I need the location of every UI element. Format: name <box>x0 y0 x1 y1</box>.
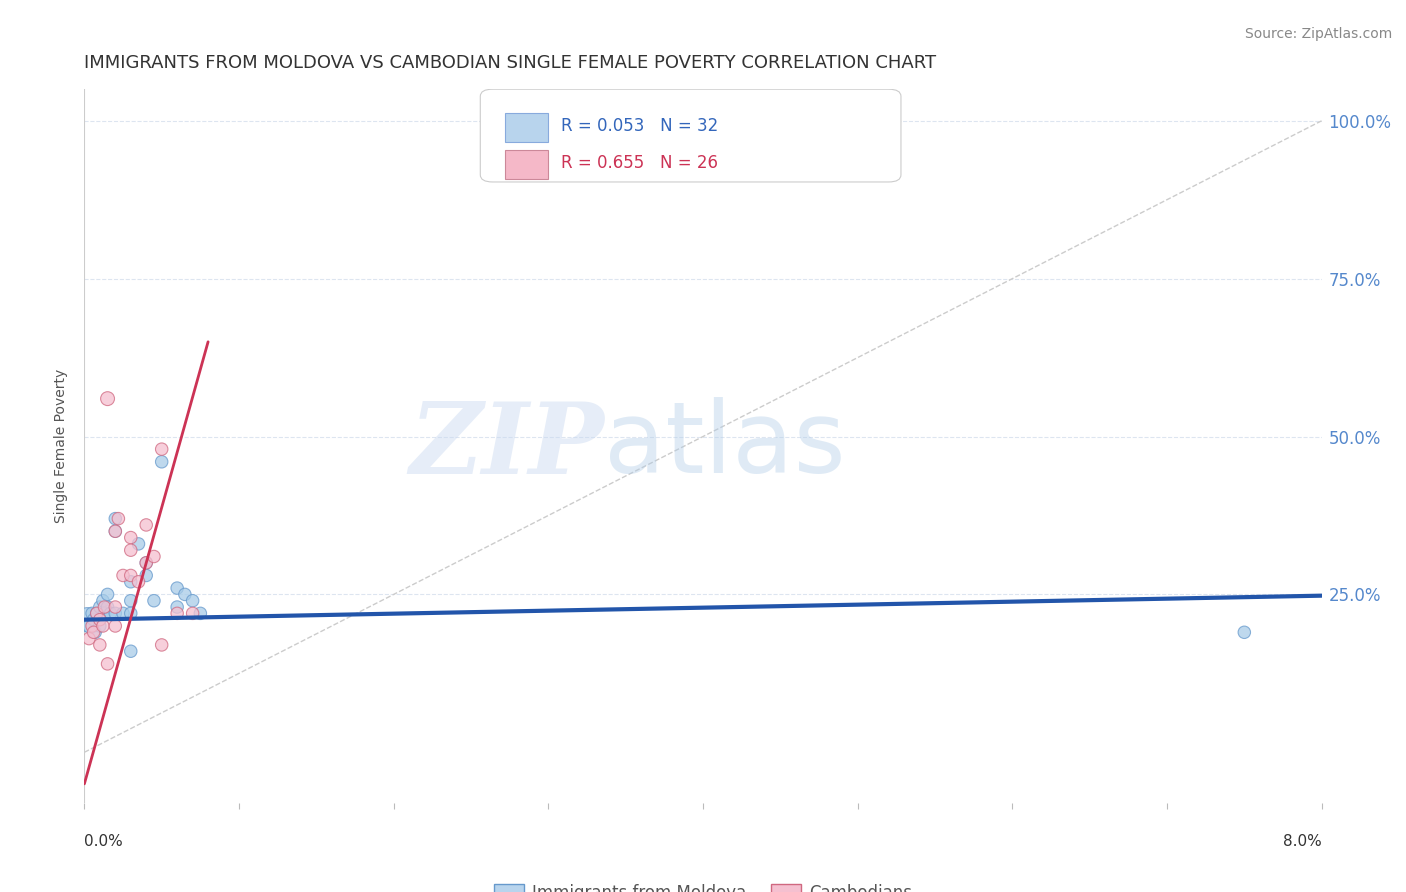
Point <box>96 392 120 406</box>
Point <box>104 511 127 525</box>
Point <box>107 511 129 525</box>
FancyBboxPatch shape <box>481 89 901 182</box>
Point <box>89 613 111 627</box>
Point <box>188 607 212 621</box>
Text: 0.0%: 0.0% <box>84 834 124 849</box>
Point <box>181 607 204 621</box>
Point <box>82 619 104 633</box>
Point <box>120 574 142 589</box>
Point <box>79 619 101 633</box>
FancyBboxPatch shape <box>505 150 548 178</box>
Point <box>120 644 142 658</box>
Point <box>91 619 114 633</box>
Point <box>77 632 100 646</box>
Point <box>96 657 120 671</box>
Point <box>150 442 173 457</box>
Text: R = 0.053   N = 32: R = 0.053 N = 32 <box>561 117 718 135</box>
Point <box>120 593 142 607</box>
Point <box>104 524 127 539</box>
Text: ZIP: ZIP <box>409 398 605 494</box>
Point <box>104 600 127 615</box>
FancyBboxPatch shape <box>505 113 548 142</box>
Point <box>82 607 104 621</box>
Point <box>76 613 98 627</box>
Legend: Immigrants from Moldova, Cambodians: Immigrants from Moldova, Cambodians <box>486 877 920 892</box>
Point <box>135 556 157 570</box>
Y-axis label: Single Female Poverty: Single Female Poverty <box>55 369 69 523</box>
Text: Source: ZipAtlas.com: Source: ZipAtlas.com <box>1244 27 1392 41</box>
Point <box>91 593 114 607</box>
Point <box>89 600 111 615</box>
Point <box>96 600 120 615</box>
Point <box>84 625 107 640</box>
Point <box>181 593 204 607</box>
Point <box>83 613 105 627</box>
Point <box>100 607 122 621</box>
Point <box>1233 625 1256 640</box>
Point <box>174 587 197 601</box>
Point <box>86 607 108 621</box>
Point <box>135 517 157 532</box>
Point <box>143 549 166 564</box>
Point <box>89 638 111 652</box>
Point <box>150 455 173 469</box>
Point <box>166 600 188 615</box>
Point <box>143 593 166 607</box>
Point <box>83 625 105 640</box>
Point <box>166 607 188 621</box>
Point <box>89 619 111 633</box>
Point <box>112 568 135 582</box>
Point <box>135 556 157 570</box>
Text: IMMIGRANTS FROM MOLDOVA VS CAMBODIAN SINGLE FEMALE POVERTY CORRELATION CHART: IMMIGRANTS FROM MOLDOVA VS CAMBODIAN SIN… <box>84 54 936 71</box>
Point <box>128 574 150 589</box>
Point <box>135 568 157 582</box>
Point <box>86 607 108 621</box>
Point <box>120 568 142 582</box>
Point <box>93 607 115 621</box>
Point <box>150 638 173 652</box>
Point <box>128 537 150 551</box>
Point <box>120 531 142 545</box>
Point <box>104 619 127 633</box>
Point <box>93 600 115 615</box>
Point <box>120 607 142 621</box>
Point <box>120 543 142 558</box>
Point <box>104 607 127 621</box>
Point <box>166 581 188 595</box>
Point <box>104 524 127 539</box>
Point <box>112 607 135 621</box>
Point <box>96 587 120 601</box>
Text: R = 0.655   N = 26: R = 0.655 N = 26 <box>561 153 717 172</box>
Text: atlas: atlas <box>605 398 845 494</box>
Text: 8.0%: 8.0% <box>1282 834 1322 849</box>
